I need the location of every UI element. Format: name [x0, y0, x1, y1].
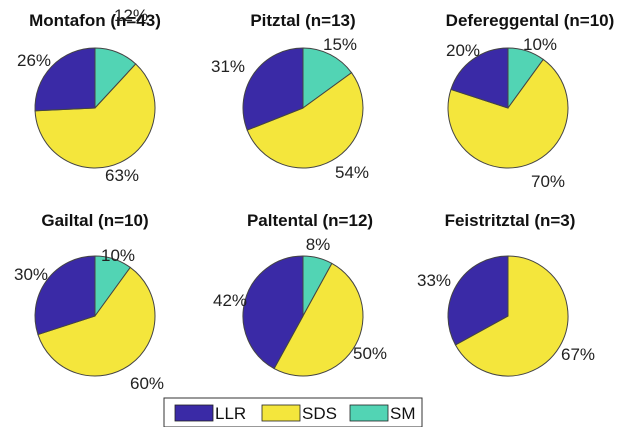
- percent-label-sds: 70%: [531, 172, 565, 191]
- percent-label-sds: 60%: [130, 374, 164, 393]
- legend: LLR SDS SM: [163, 397, 423, 428]
- percent-label-sm: 10%: [523, 35, 557, 54]
- pie-title: Gailtal (n=10): [41, 211, 148, 230]
- percent-label-sm: 8%: [306, 235, 331, 254]
- pie-slice-sds: [447, 58, 569, 169]
- percent-label-sds: 50%: [353, 344, 387, 363]
- pie-slice-sm: [302, 47, 353, 109]
- pie-chart: Pitztal (n=13) 31% 54% 15%: [211, 11, 369, 182]
- percent-label-llr: 20%: [446, 41, 480, 60]
- pie-slice-llr: [242, 255, 304, 370]
- pie-slice-llr: [34, 47, 96, 112]
- legend-swatch-sm: [349, 404, 389, 422]
- legend-swatch-llr: [174, 404, 214, 422]
- pie-title: Defereggental (n=10): [446, 11, 615, 30]
- pie-slice-llr: [242, 47, 304, 131]
- pie-slice-sds: [37, 266, 156, 377]
- pie-chart: Feistritztal (n=3) 33% 67%: [417, 211, 595, 377]
- percent-label-sds: 63%: [105, 166, 139, 185]
- pie-slice-sds: [246, 72, 364, 169]
- percent-label-sds: 67%: [561, 345, 595, 364]
- pie-slice-llr: [450, 47, 509, 109]
- pie-title: Pitztal (n=13): [250, 11, 355, 30]
- legend-swatch-sds: [261, 404, 301, 422]
- pie-slice-sds: [34, 63, 156, 169]
- pie-slice-sds: [273, 262, 364, 377]
- pie-title: Feistritztal (n=3): [445, 211, 576, 230]
- pie-slice-llr: [447, 255, 509, 346]
- legend-label-sm: SM: [390, 404, 416, 423]
- pie-title: Montafon (n=43): [29, 11, 161, 30]
- percent-label-llr: 33%: [417, 271, 451, 290]
- percent-label-llr: 30%: [14, 265, 48, 284]
- percent-label-sm: 15%: [323, 35, 357, 54]
- percent-label-llr: 26%: [17, 51, 51, 70]
- percent-label-sds: 54%: [335, 163, 369, 182]
- pie-chart: Gailtal (n=10) 30% 60% 10%: [14, 211, 164, 393]
- legend-label-sds: SDS: [302, 404, 337, 423]
- percent-label-llr: 42%: [213, 291, 247, 310]
- legend-label-llr: LLR: [215, 404, 246, 423]
- pie-chart: Montafon (n=43) 26% 63% 12%: [17, 6, 161, 185]
- percent-label-llr: 31%: [211, 57, 245, 76]
- pie-title: Paltental (n=12): [247, 211, 373, 230]
- pie-slice-sds: [454, 255, 569, 377]
- percent-label-sm: 10%: [101, 246, 135, 265]
- pie-chart: Paltental (n=12) 42% 50% 8%: [213, 211, 387, 377]
- pie-slice-llr: [34, 255, 96, 336]
- percent-label-sm: 12%: [114, 6, 148, 25]
- pie-chart: Defereggental (n=10) 20% 70% 10%: [446, 11, 615, 191]
